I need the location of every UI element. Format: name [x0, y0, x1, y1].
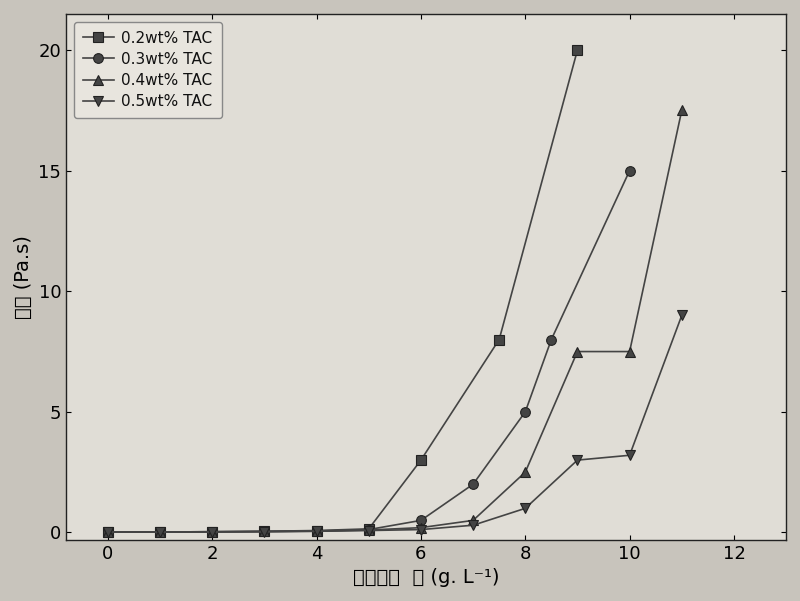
0.4wt% TAC — [468, 517, 478, 524]
0.5wt% TAC — [416, 526, 426, 533]
0.5wt% TAC — [155, 528, 165, 535]
0.5wt% TAC — [364, 527, 374, 534]
0.2wt% TAC — [260, 528, 270, 535]
0.3wt% TAC — [207, 528, 217, 535]
0.2wt% TAC — [494, 336, 504, 343]
0.5wt% TAC — [468, 522, 478, 529]
0.3wt% TAC — [103, 528, 113, 535]
0.3wt% TAC — [155, 528, 165, 535]
0.5wt% TAC — [103, 528, 113, 535]
0.4wt% TAC — [312, 528, 322, 535]
0.3wt% TAC — [416, 517, 426, 524]
0.2wt% TAC — [155, 528, 165, 535]
0.5wt% TAC — [677, 312, 686, 319]
0.2wt% TAC — [364, 525, 374, 532]
0.3wt% TAC — [468, 481, 478, 488]
0.3wt% TAC — [364, 526, 374, 533]
0.5wt% TAC — [521, 505, 530, 512]
0.5wt% TAC — [312, 528, 322, 535]
0.4wt% TAC — [207, 528, 217, 535]
Y-axis label: 粘度 (Pa.s): 粘度 (Pa.s) — [14, 235, 33, 319]
0.5wt% TAC — [573, 457, 582, 464]
0.4wt% TAC — [260, 528, 270, 535]
X-axis label: 碳酸钓浓  度 (g. L⁻¹): 碳酸钓浓 度 (g. L⁻¹) — [353, 568, 499, 587]
0.2wt% TAC — [416, 457, 426, 464]
0.4wt% TAC — [155, 528, 165, 535]
0.4wt% TAC — [625, 348, 634, 355]
0.4wt% TAC — [677, 107, 686, 114]
Line: 0.4wt% TAC: 0.4wt% TAC — [103, 106, 686, 537]
Line: 0.5wt% TAC: 0.5wt% TAC — [103, 311, 686, 537]
0.4wt% TAC — [103, 528, 113, 535]
0.5wt% TAC — [260, 528, 270, 535]
0.4wt% TAC — [416, 524, 426, 531]
0.2wt% TAC — [207, 528, 217, 535]
0.2wt% TAC — [312, 527, 322, 534]
Line: 0.3wt% TAC: 0.3wt% TAC — [103, 166, 634, 537]
0.3wt% TAC — [546, 336, 556, 343]
0.3wt% TAC — [260, 528, 270, 535]
0.3wt% TAC — [312, 528, 322, 535]
0.2wt% TAC — [103, 528, 113, 535]
0.4wt% TAC — [521, 469, 530, 476]
Legend: 0.2wt% TAC, 0.3wt% TAC, 0.4wt% TAC, 0.5wt% TAC: 0.2wt% TAC, 0.3wt% TAC, 0.4wt% TAC, 0.5w… — [74, 22, 222, 118]
0.3wt% TAC — [625, 167, 634, 174]
0.5wt% TAC — [207, 528, 217, 535]
0.4wt% TAC — [573, 348, 582, 355]
0.5wt% TAC — [625, 452, 634, 459]
0.3wt% TAC — [521, 408, 530, 415]
0.2wt% TAC — [573, 46, 582, 53]
0.4wt% TAC — [364, 526, 374, 534]
Line: 0.2wt% TAC: 0.2wt% TAC — [103, 45, 582, 537]
